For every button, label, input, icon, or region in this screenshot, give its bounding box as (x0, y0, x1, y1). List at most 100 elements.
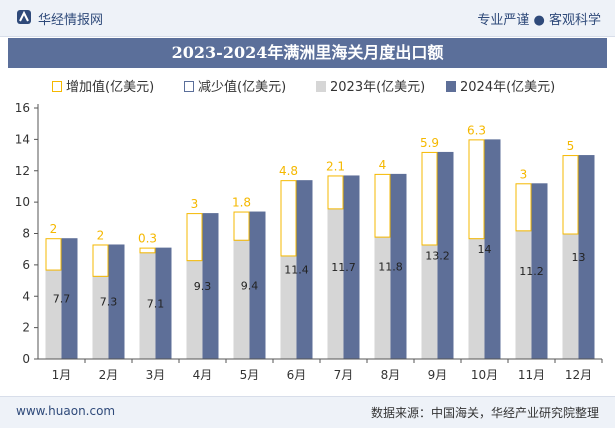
y-tick-label: 10 (15, 195, 30, 209)
value-label-2024: 13 (572, 251, 586, 264)
bar-2024 (61, 238, 78, 359)
bar-2024 (531, 183, 548, 359)
bar-2024 (390, 173, 407, 359)
bar-2023 (421, 244, 438, 359)
value-label-2024: 14 (478, 243, 492, 256)
increase-label: 4.8 (279, 164, 298, 178)
bar-chart: 0 2 4 6 8 10 12 14 16 2 7.7 1月 2 7.3 2月 0.3 7.1 3月 3 9.3 4月 1… (15, 101, 603, 382)
bar-2024 (343, 175, 360, 359)
value-label-2024: 11.2 (519, 265, 544, 278)
increase-label: 3 (191, 197, 199, 211)
value-label-2024: 11.8 (378, 260, 403, 273)
bar-2023 (374, 236, 391, 359)
legend-item-2023: 2023年(亿美元) (316, 76, 425, 95)
bar-2024 (296, 180, 313, 359)
brand-slogan: 专业严谨 ● 客观科学 (477, 13, 601, 28)
bar-increase (468, 139, 485, 240)
y-tick-label: 6 (22, 258, 30, 272)
bar-increase (280, 180, 297, 257)
brand-name: 华经情报网 (38, 13, 104, 28)
increase-label: 6.3 (467, 123, 486, 137)
y-tick-label: 8 (22, 227, 30, 241)
increase-label: 4 (379, 158, 387, 172)
bar-2024 (437, 151, 454, 359)
bar-increase (421, 151, 438, 246)
top-banner: 华经情报网 专业严谨 ● 客观科学 (0, 0, 615, 37)
x-tick-label: 8月 (381, 368, 401, 382)
bar-increase (515, 183, 532, 232)
increase-label: 3 (520, 167, 528, 181)
bar-2023 (92, 275, 109, 359)
x-tick-label: 7月 (334, 368, 354, 382)
legend-item-increase: 增加值(亿美元) (52, 76, 154, 95)
x-tick-label: 10月 (471, 368, 498, 382)
x-tick-label: 1月 (52, 368, 72, 382)
value-label-2024: 11.7 (331, 261, 356, 274)
legend-item-decrease: 减少值(亿美元) (184, 76, 286, 95)
bar-2024 (249, 211, 266, 359)
footer: www.huaon.com 数据来源：中国海关，华经产业研究院整理 (0, 396, 615, 428)
bar-2023 (327, 208, 344, 359)
increase-label: 2 (97, 228, 105, 242)
bar-2023 (280, 255, 297, 359)
bar-2023 (45, 269, 62, 359)
value-label-2024: 9.3 (194, 280, 212, 293)
legend-label-2023: 2023年(亿美元) (330, 80, 426, 95)
increase-label: 5 (567, 139, 575, 153)
x-tick-label: 5月 (240, 368, 260, 382)
value-label-2024: 7.3 (100, 296, 118, 309)
bar-increase (374, 173, 391, 238)
y-tick-label: 16 (15, 101, 30, 115)
legend-swatch-2024 (446, 81, 456, 92)
value-label-2024: 13.2 (425, 249, 450, 262)
bar-2024 (108, 244, 125, 359)
bar-2024 (202, 213, 219, 359)
legend-item-2024: 2024年(亿美元) (446, 76, 555, 95)
increase-label: 5.9 (420, 136, 439, 150)
x-tick-label: 2月 (99, 368, 119, 382)
increase-label: 2 (50, 222, 58, 236)
bar-increase (233, 211, 250, 241)
bar-increase (186, 213, 203, 262)
increase-label: 2.1 (326, 159, 345, 173)
bar-increase (92, 244, 109, 277)
legend-label-2024: 2024年(亿美元) (460, 80, 556, 95)
increase-label: 1.8 (232, 196, 251, 210)
bar-2024 (578, 155, 595, 359)
bar-increase (327, 175, 344, 210)
x-tick-label: 6月 (287, 368, 307, 382)
y-tick-label: 12 (15, 164, 30, 178)
bar-2023 (562, 233, 579, 359)
x-tick-label: 9月 (428, 368, 448, 382)
x-tick-label: 3月 (146, 368, 166, 382)
bar-2023 (233, 239, 250, 359)
bar-2023 (468, 238, 485, 359)
x-tick-label: 4月 (193, 368, 213, 382)
bar-increase (562, 155, 579, 235)
bar-increase (139, 247, 156, 254)
y-tick-label: 0 (22, 352, 30, 366)
y-tick-label: 4 (22, 289, 30, 303)
bar-2024 (155, 247, 172, 359)
legend-swatch-2023 (316, 81, 326, 92)
legend-swatch-increase (52, 81, 62, 92)
huajing-logo-icon (17, 10, 31, 24)
legend-swatch-decrease (184, 81, 194, 92)
value-label-2024: 7.7 (53, 293, 71, 306)
y-tick-label: 2 (22, 321, 30, 335)
data-source: 数据来源：中国海关，华经产业研究院整理 (370, 406, 599, 420)
value-label-2024: 11.4 (284, 264, 309, 277)
value-label-2024: 9.4 (241, 279, 259, 292)
legend-label-increase: 增加值(亿美元) (66, 80, 155, 95)
legend-label-decrease: 减少值(亿美元) (198, 80, 287, 95)
x-tick-label: 11月 (518, 368, 545, 382)
bar-2023 (515, 230, 532, 359)
chart-title: 2023-2024年满洲里海关月度出口额 (8, 38, 607, 68)
website-url[interactable]: www.huaon.com (16, 404, 116, 418)
value-label-2024: 7.1 (147, 297, 165, 310)
y-tick-label: 14 (15, 132, 30, 146)
bar-2024 (484, 139, 501, 359)
increase-label: 0.3 (138, 232, 157, 246)
chart-legend: 增加值(亿美元) 减少值(亿美元) 2023年(亿美元) 2024年(亿美元) (0, 74, 615, 96)
bar-2023 (139, 252, 156, 359)
